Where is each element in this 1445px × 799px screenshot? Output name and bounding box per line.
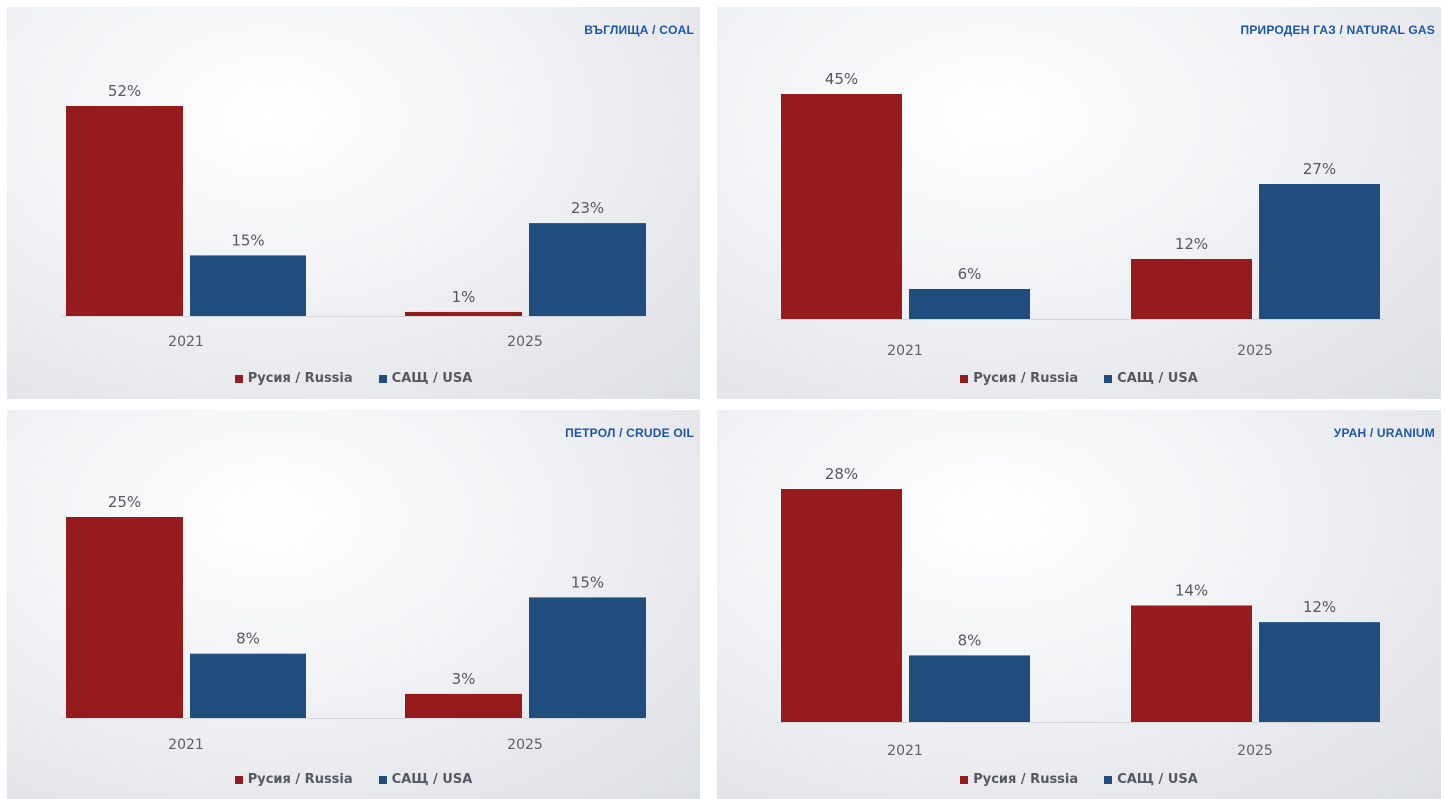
- data-label-russia-2021: 28%: [825, 465, 858, 483]
- legend: Русия / Russia САЩ / USA: [7, 371, 700, 386]
- legend-item-russia: Русия / Russia: [234, 371, 353, 386]
- legend-item-usa: САЩ / USA: [378, 772, 473, 787]
- bar-chart: 52% 15% 2021 1% 23% 2025: [62, 82, 650, 350]
- data-label-russia-2025: 1%: [452, 288, 476, 306]
- bar-chart: 25% 8% 2021 3% 15% 2025: [62, 493, 650, 753]
- legend-swatch-russia: [960, 775, 969, 784]
- x-tick-label-2021: 2021: [887, 743, 923, 759]
- legend-item-russia: Русия / Russia: [960, 772, 1078, 787]
- legend-swatch-usa: [378, 775, 387, 784]
- x-tick-label-2025: 2025: [507, 334, 543, 350]
- bar-usa-2021: [190, 653, 306, 718]
- x-tick-label-2025: 2025: [1237, 343, 1273, 359]
- legend-swatch-usa: [1104, 374, 1113, 383]
- legend-swatch-russia: [960, 374, 969, 383]
- legend-label-usa: САЩ / USA: [391, 772, 473, 787]
- bar-usa-2025: [1259, 622, 1380, 722]
- data-label-russia-2025: 3%: [452, 670, 476, 688]
- legend-item-usa: САЩ / USA: [1104, 772, 1198, 787]
- data-label-russia-2021: 52%: [108, 82, 141, 100]
- bar-russia-2025: [1131, 259, 1252, 319]
- legend-label-usa: САЩ / USA: [1117, 371, 1198, 386]
- chart-panel-uranium: УРАН / URANIUM 28% 8% 2021 14% 12% 2025 Русия…: [717, 410, 1441, 799]
- legend-item-russia: Русия / Russia: [960, 371, 1078, 386]
- legend-label-russia: Русия / Russia: [973, 371, 1079, 386]
- data-label-usa-2025: 15%: [571, 573, 604, 591]
- x-tick-label-2025: 2025: [1237, 743, 1273, 759]
- data-label-usa-2021: 8%: [958, 631, 982, 649]
- legend-label-usa: САЩ / USA: [1117, 772, 1198, 787]
- bar-russia-2025: [1131, 605, 1252, 722]
- bar-usa-2025: [529, 223, 646, 316]
- legend-label-usa: САЩ / USA: [391, 371, 473, 386]
- bar-usa-2025: [1259, 184, 1380, 319]
- data-label-usa-2025: 12%: [1303, 598, 1336, 616]
- bar-russia-2021: [66, 517, 183, 718]
- legend-label-russia: Русия / Russia: [973, 772, 1079, 787]
- legend-swatch-russia: [234, 775, 243, 784]
- x-tick-label-2021: 2021: [168, 737, 204, 753]
- chart-title: УРАН / URANIUM: [1333, 426, 1435, 440]
- bar-russia-2021: [781, 94, 902, 319]
- data-label-usa-2021: 8%: [236, 630, 260, 648]
- data-label-usa-2025: 27%: [1303, 160, 1336, 178]
- chart-title: ПЕТРОЛ / CRUDE OIL: [565, 426, 694, 440]
- legend-item-usa: САЩ / USA: [378, 371, 473, 386]
- chart-title: ПРИРОДЕН ГАЗ / NATURAL GAS: [1240, 23, 1435, 37]
- bar-russia-2025: [405, 693, 522, 718]
- legend: Русия / Russia САЩ / USA: [7, 772, 700, 787]
- legend-swatch-russia: [234, 374, 243, 383]
- data-label-usa-2025: 23%: [571, 199, 604, 217]
- bar-russia-2025: [405, 311, 522, 316]
- bar-usa-2021: [190, 255, 306, 316]
- chart-panel-crude-oil: ПЕТРОЛ / CRUDE OIL 25% 8% 2021 3% 15% 2025 Ру…: [7, 410, 700, 799]
- legend-label-russia: Русия / Russia: [247, 371, 353, 386]
- legend-swatch-usa: [378, 374, 387, 383]
- x-tick-label-2025: 2025: [507, 737, 543, 753]
- bar-chart: 45% 6% 2021 12% 27% 2025: [777, 70, 1384, 359]
- bar-russia-2021: [66, 106, 183, 316]
- data-label-russia-2021: 25%: [108, 493, 141, 511]
- legend-item-russia: Русия / Russia: [234, 772, 353, 787]
- data-label-russia-2021: 45%: [825, 70, 858, 88]
- data-label-russia-2025: 14%: [1175, 582, 1208, 600]
- x-tick-label-2021: 2021: [168, 334, 204, 350]
- chart-panel-natural-gas: ПРИРОДЕН ГАЗ / NATURAL GAS 45% 6% 2021 12% 2…: [717, 7, 1441, 399]
- data-label-usa-2021: 15%: [231, 231, 264, 249]
- legend: Русия / Russia САЩ / USA: [717, 371, 1441, 386]
- chart-panel-coal: ВЪГЛИЩА / COAL 52% 15% 2021 1% 23% 2025 Русия…: [7, 7, 700, 399]
- legend-item-usa: САЩ / USA: [1104, 371, 1198, 386]
- bar-usa-2025: [529, 597, 646, 718]
- bar-russia-2021: [781, 489, 902, 722]
- data-label-usa-2021: 6%: [958, 265, 982, 283]
- bar-usa-2021: [909, 289, 1030, 319]
- legend-label-russia: Русия / Russia: [247, 772, 353, 787]
- bar-chart: 28% 8% 2021 14% 12% 2025: [777, 465, 1384, 759]
- x-tick-label-2021: 2021: [887, 343, 923, 359]
- legend-swatch-usa: [1104, 775, 1113, 784]
- data-label-russia-2025: 12%: [1175, 235, 1208, 253]
- legend: Русия / Russia САЩ / USA: [717, 772, 1441, 787]
- chart-title: ВЪГЛИЩА / COAL: [584, 23, 694, 37]
- bar-usa-2021: [909, 655, 1030, 722]
